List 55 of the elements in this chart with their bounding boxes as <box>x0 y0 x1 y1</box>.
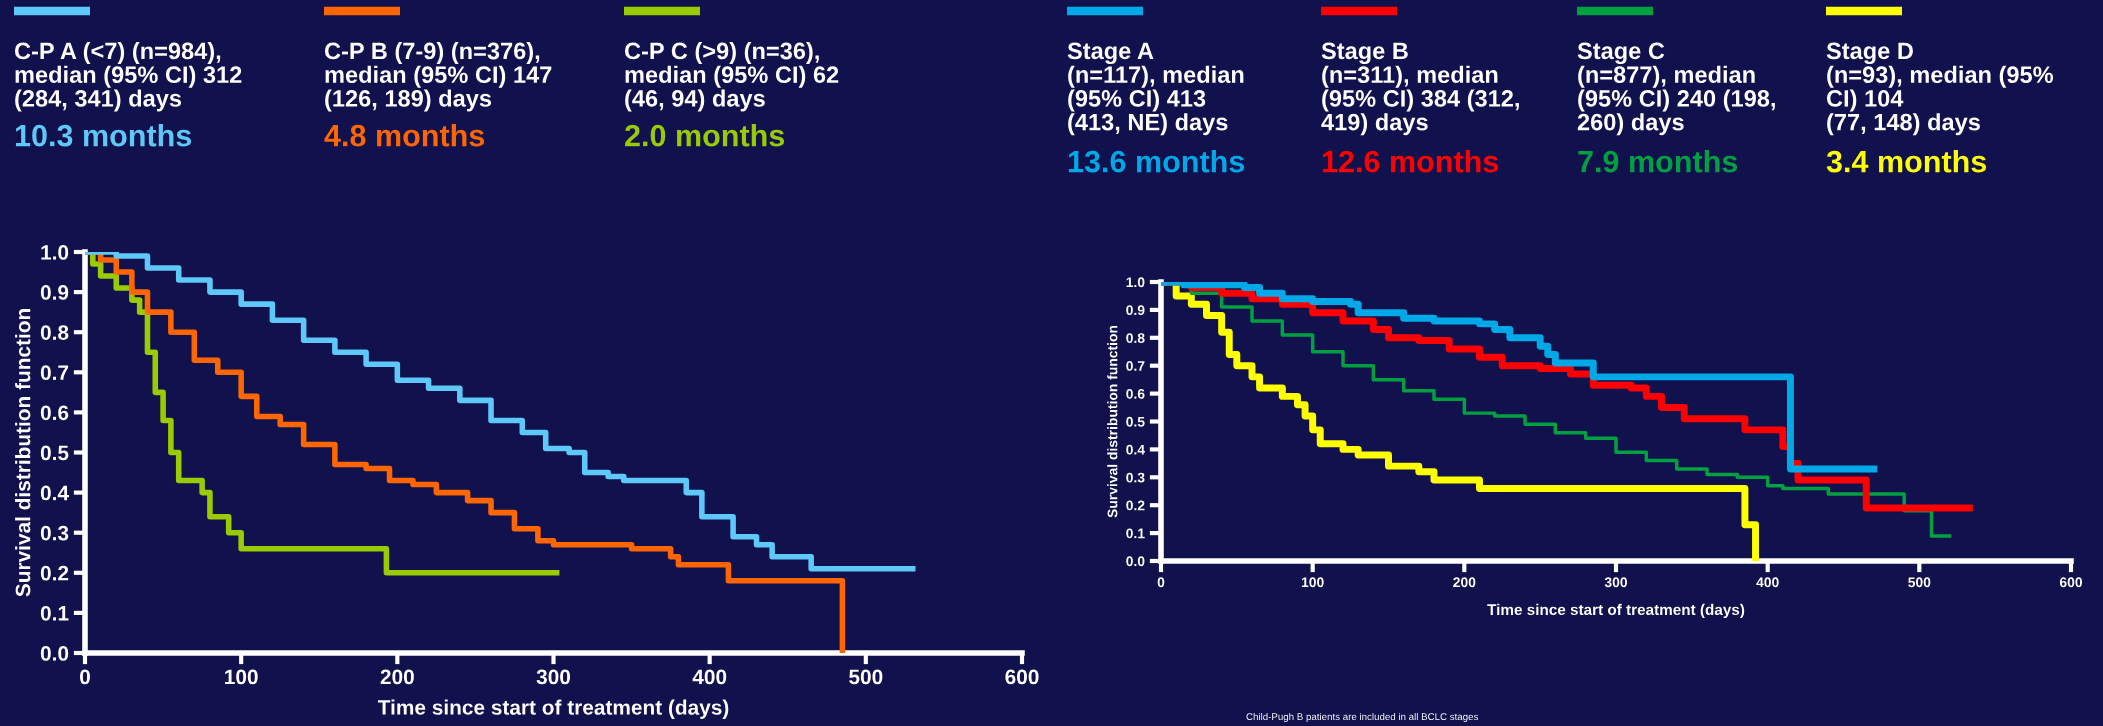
y-tick-label: 0.5 <box>40 445 69 461</box>
text: 2.0 months <box>625 124 785 147</box>
y-tick-label: 0.2 <box>1126 500 1145 511</box>
y-tick-label: 0.8 <box>40 325 69 340</box>
x-tick-label: 300 <box>536 669 571 685</box>
y-tick-label: 0.8 <box>1126 333 1145 343</box>
x-tick-label: 500 <box>849 669 883 685</box>
y-tick-label: 0.3 <box>40 525 69 541</box>
text: Child-Pugh B patients are included in all BCLC stages <box>1246 712 1479 722</box>
legend-label: C-P C (>9) (n=36), median (95% CI) 62 (46, 94) days <box>624 42 839 112</box>
y-tick-label: 0.0 <box>1126 556 1145 567</box>
y-tick-label: 0.1 <box>1126 528 1145 539</box>
y-tick-label: 1.0 <box>41 245 69 260</box>
x-tick-label: 400 <box>692 669 727 685</box>
legend-label: Stage D (n=93), median (95% CI) 104 (77, 148) days <box>1826 42 2054 136</box>
text: 13.6 months <box>1068 150 1245 173</box>
x-tick-label: 400 <box>1756 577 1779 588</box>
text: 4.8 months <box>324 124 485 147</box>
y-axis-title: Survival distribution function <box>15 309 31 597</box>
y-tick-label: 0.2 <box>40 565 69 581</box>
y-tick-label: 0.4 <box>40 485 69 501</box>
x-tick-label: 200 <box>1453 577 1476 588</box>
y-tick-label: 0.6 <box>40 405 69 421</box>
y-tick-label: 1.0 <box>1126 277 1145 288</box>
x-tick-label: 500 <box>1908 577 1931 588</box>
text: 10.3 months <box>15 124 192 147</box>
y-tick-label: 0.4 <box>1126 444 1145 455</box>
y-tick-label: 0.9 <box>40 285 69 300</box>
y-tick-label: 0.7 <box>40 365 69 381</box>
x-tick-label: 600 <box>2059 577 2083 588</box>
x-tick-label: 0 <box>1157 577 1165 588</box>
y-tick-label: 0.9 <box>1126 305 1145 316</box>
x-tick-label: 0 <box>80 669 90 685</box>
x-axis-title: Time since start of treatment (days) <box>1487 603 1745 619</box>
x-tick-label: 300 <box>1604 577 1628 588</box>
x-axis-title: Time since start of treatment (days) <box>377 699 729 719</box>
text: 12.6 months <box>1322 150 1499 173</box>
legend-label: C-P B (7-9) (n=376), median (95% CI) 147 (126, 189) days <box>324 42 552 112</box>
y-tick-label: 0.3 <box>1126 472 1145 483</box>
y-tick-label: 0.6 <box>1126 388 1145 399</box>
text: 3.4 months <box>1826 150 1987 173</box>
x-tick-label: 200 <box>380 669 414 685</box>
text: 7.9 months <box>1578 150 1738 173</box>
y-tick-label: 0.1 <box>40 605 69 621</box>
y-tick-label: 0.0 <box>40 646 69 661</box>
legend-label: Stage C (n=877), median (95% CI) 240 (198, 260) days <box>1577 42 1775 136</box>
legend-label: Stage B (n=311), median (95% CI) 384 (312, 419) days <box>1321 42 1519 136</box>
x-tick-label: 600 <box>1005 669 1039 685</box>
y-tick-label: 0.5 <box>1126 416 1145 427</box>
y-axis-title: Survival distribution function <box>1107 325 1118 518</box>
y-tick-label: 0.7 <box>1126 361 1145 371</box>
legend-label: C-P A (<7) (n=984), median (95% CI) 312 (284, 341) days <box>14 42 242 112</box>
legend-label: Stage A (n=117), median (95% CI) 413 (413, NE) days <box>1067 42 1244 136</box>
x-tick-label: 100 <box>1301 577 1324 588</box>
x-tick-label: 100 <box>225 669 258 685</box>
